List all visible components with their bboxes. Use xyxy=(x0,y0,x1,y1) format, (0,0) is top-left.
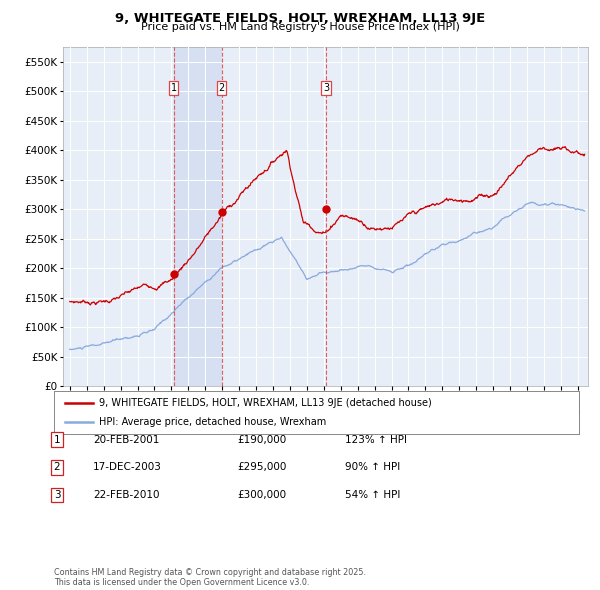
Text: Contains HM Land Registry data © Crown copyright and database right 2025.
This d: Contains HM Land Registry data © Crown c… xyxy=(54,568,366,587)
Text: 2: 2 xyxy=(53,463,61,472)
Text: 54% ↑ HPI: 54% ↑ HPI xyxy=(345,490,400,500)
Text: £295,000: £295,000 xyxy=(237,463,286,472)
Text: 2: 2 xyxy=(218,83,224,93)
Text: 1: 1 xyxy=(170,83,176,93)
Text: 3: 3 xyxy=(323,83,329,93)
Text: 1: 1 xyxy=(53,435,61,444)
Text: Price paid vs. HM Land Registry's House Price Index (HPI): Price paid vs. HM Land Registry's House … xyxy=(140,22,460,32)
Bar xyxy=(173,47,221,386)
Text: 22-FEB-2010: 22-FEB-2010 xyxy=(93,490,160,500)
Text: 9, WHITEGATE FIELDS, HOLT, WREXHAM, LL13 9JE (detached house): 9, WHITEGATE FIELDS, HOLT, WREXHAM, LL13… xyxy=(98,398,431,408)
Text: £190,000: £190,000 xyxy=(237,435,286,444)
Text: HPI: Average price, detached house, Wrexham: HPI: Average price, detached house, Wrex… xyxy=(98,417,326,427)
Text: 90% ↑ HPI: 90% ↑ HPI xyxy=(345,463,400,472)
Text: 20-FEB-2001: 20-FEB-2001 xyxy=(93,435,160,444)
Text: 17-DEC-2003: 17-DEC-2003 xyxy=(93,463,162,472)
Text: £300,000: £300,000 xyxy=(237,490,286,500)
Text: 9, WHITEGATE FIELDS, HOLT, WREXHAM, LL13 9JE: 9, WHITEGATE FIELDS, HOLT, WREXHAM, LL13… xyxy=(115,12,485,25)
Text: 123% ↑ HPI: 123% ↑ HPI xyxy=(345,435,407,444)
Text: 3: 3 xyxy=(53,490,61,500)
